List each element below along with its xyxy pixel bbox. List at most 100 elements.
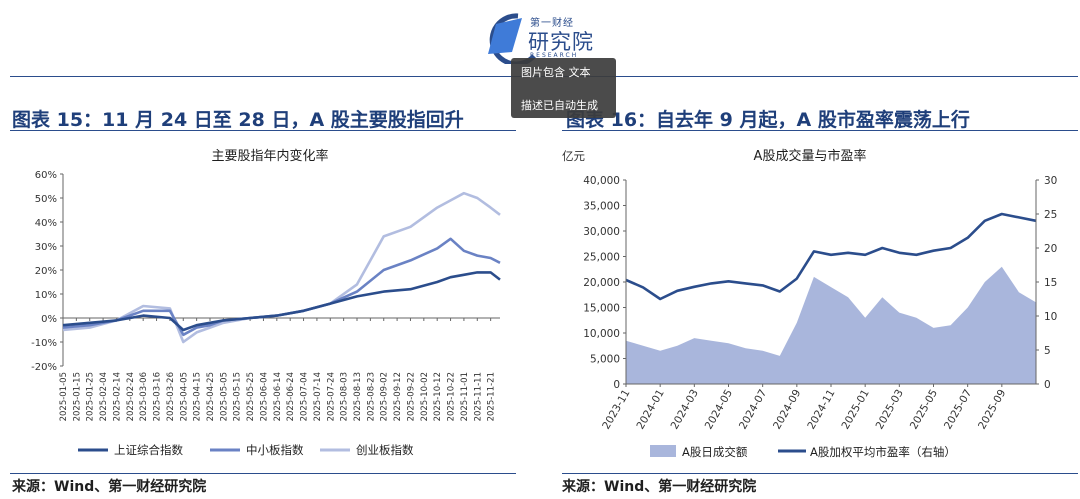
chart1-x-tick-label: 2025-09-22 xyxy=(406,372,416,421)
chart1-x-tick-label: 2025-05-05 xyxy=(219,372,229,421)
chart1-x-tick-label: 2025-05-15 xyxy=(233,372,243,421)
chart1-y-tick-label: 0% xyxy=(41,314,57,325)
chart1-x-tick-label: 2025-10-02 xyxy=(420,372,430,421)
chart1-x-tick-label: 2025-07-24 xyxy=(326,372,336,421)
chart2-x-tick-label: 2024-03 xyxy=(669,388,701,432)
chart1-x-tick-label: 2025-08-23 xyxy=(366,372,376,421)
chart1-x-tick-label: 2025-04-05 xyxy=(179,372,189,421)
chart1-x-tick-label: 2025-01-05 xyxy=(59,372,69,421)
chart1-title: 主要股指年内变化率 xyxy=(211,148,328,164)
chart-index-change: 主要股指年内变化率 -20% -10% 0% 10% 20% 30% 40% 50% 60% 202… xyxy=(31,148,501,457)
chart1-x-tick-label: 2025-10-22 xyxy=(447,372,457,421)
chart1-x-tick-label: 2025-03-06 xyxy=(139,372,149,421)
chart1-x-tick-label: 2025-11-21 xyxy=(487,372,497,421)
chart1-x-tick-label: 2025-06-14 xyxy=(273,372,283,421)
chart2-x-tick-label: 2024-11 xyxy=(805,388,837,432)
chart2-y-tick-label: 25,000 xyxy=(583,252,620,264)
chart2-y-tick-label: 40,000 xyxy=(583,175,620,187)
chart1-y-tick-label: -10% xyxy=(31,338,57,349)
chart2-y-tick-label: 30,000 xyxy=(583,226,620,238)
chart2-y2-tick-label: 5 xyxy=(1044,345,1051,357)
chart2-y-tick-label: 0 xyxy=(613,379,620,391)
chart2-x-tick-label: 2024-05 xyxy=(703,388,735,432)
chart1-x-tick-label: 2025-11-11 xyxy=(473,372,483,421)
chart2-y2-tick-label: 20 xyxy=(1044,243,1057,255)
chart1-series-line xyxy=(62,237,501,337)
chart2-title: A股成交量与市盈率 xyxy=(754,148,867,164)
chart2-x-tick-label: 2025-01 xyxy=(839,388,871,432)
figure-15-source: 来源：Wind、第一财经研究院 xyxy=(12,479,207,495)
chart1-series-line xyxy=(62,191,501,344)
chart1-x-tick-label: 2025-09-12 xyxy=(393,372,403,421)
chart1-x-tick-label: 2025-06-04 xyxy=(259,372,269,421)
chart2-y-tick-label: 20,000 xyxy=(583,277,620,289)
chart1-x-tick-label: 2025-11-01 xyxy=(460,372,470,421)
chart1-series-line xyxy=(62,271,501,332)
chart2-y-tick-label: 5,000 xyxy=(590,354,620,366)
alt-text-tooltip[interactable]: 图片包含 文本 描述已自动生成 xyxy=(511,58,616,118)
chart2-legend-swatch-area xyxy=(650,445,676,457)
chart1-y-tick-label: 60% xyxy=(35,170,57,181)
source-divider-left xyxy=(10,473,516,474)
chart2-x-tick-label: 2024-09 xyxy=(771,388,803,432)
chart1-x-tick-label: 2025-06-24 xyxy=(286,372,296,421)
tooltip-line2: 描述已自动生成 xyxy=(521,99,598,112)
chart1-x-tick-label: 2025-05-25 xyxy=(246,372,256,421)
figure-15-title: 图表 15：11 月 24 日至 28 日，A 股主要股指回升 xyxy=(12,109,464,131)
chart1-x-tick-label: 2025-04-25 xyxy=(206,372,216,421)
chart1-x-tick-label: 2025-02-04 xyxy=(99,372,109,421)
logo-name: 研究院 xyxy=(528,30,594,54)
chart2-pe-line xyxy=(625,212,1037,301)
tooltip-line1: 图片包含 文本 xyxy=(521,66,591,79)
chart2-x-tick-label: 2025-07 xyxy=(942,388,974,432)
chart1-x-tick-label: 2025-03-16 xyxy=(153,372,163,421)
chart1-x-tick-label: 2025-07-04 xyxy=(300,372,310,421)
chart2-x-tick-label: 2024-07 xyxy=(737,388,769,432)
chart1-y-tick-label: 10% xyxy=(35,290,57,301)
figure-16-title: 图表 16：自去年 9 月起，A 股市盈率震荡上行 xyxy=(566,109,970,131)
chart1-x-tick-label: 2025-03-26 xyxy=(166,372,176,421)
logo-sub: RESEARCH xyxy=(530,52,579,59)
chart2-y2-tick-label: 0 xyxy=(1044,379,1051,391)
chart2-turnover-area xyxy=(626,266,1036,384)
logo-brand: 第一财经 xyxy=(530,18,574,29)
chart1-legend-label: 上证综合指数 xyxy=(114,443,183,457)
chart2-y-tick-label: 35,000 xyxy=(583,201,620,213)
chart1-x-tick-label: 2025-01-15 xyxy=(72,372,82,421)
source-divider-right xyxy=(562,473,1078,474)
chart1-x-tick-label: 2025-08-13 xyxy=(353,372,363,421)
chart1-y-tick-label: 40% xyxy=(35,218,57,229)
figure-16-divider xyxy=(562,130,1078,131)
chart2-y2-tick-label: 25 xyxy=(1044,209,1057,221)
figure-15-divider xyxy=(10,130,516,131)
chart2-y-tick-label: 15,000 xyxy=(583,303,620,315)
chart2-y2-tick-label: 15 xyxy=(1044,277,1057,289)
chart1-x-tick-label: 2025-07-14 xyxy=(313,372,323,421)
chart2-x-tick-label: 2025-09 xyxy=(976,388,1008,432)
chart1-y-tick-label: 20% xyxy=(35,266,57,277)
chart2-y2-tick-label: 30 xyxy=(1044,175,1057,187)
chart2-x-tick-label: 2025-05 xyxy=(908,388,940,432)
chart2-legend-label: A股加权平均市盈率（右轴） xyxy=(810,445,956,459)
chart1-legend-label: 中小板指数 xyxy=(246,443,304,457)
chart1-y-tick-label: 50% xyxy=(35,194,57,205)
chart2-x-tick-label: 2025-03 xyxy=(874,388,906,432)
chart1-x-tick-label: 2025-04-15 xyxy=(193,372,203,421)
chart2-x-tick-label: 2023-11 xyxy=(600,388,632,432)
chart2-x-tick-label: 2024-01 xyxy=(634,388,666,432)
chart1-x-tick-label: 2025-02-24 xyxy=(126,372,136,421)
chart1-x-tick-label: 2025-09-02 xyxy=(380,372,390,421)
chart2-legend-label: A股日成交额 xyxy=(682,445,748,459)
chart2-y-axis-label: 亿元 xyxy=(562,149,585,163)
chart2-y2-tick-label: 10 xyxy=(1044,311,1057,323)
chart1-x-tick-label: 2025-08-03 xyxy=(340,372,350,421)
chart1-y-tick-label: 30% xyxy=(35,242,57,253)
chart1-y-tick-label: -20% xyxy=(31,362,57,373)
chart1-x-tick-label: 2025-01-25 xyxy=(86,372,96,421)
chart1-legend-label: 创业板指数 xyxy=(356,443,414,457)
chart-turnover-pe: A股成交量与市盈率 亿元 0 5,000 10,000 15,000 20,000 25,00… xyxy=(562,148,1057,459)
chart2-y-tick-label: 10,000 xyxy=(583,328,620,340)
figure-16-source: 来源：Wind、第一财经研究院 xyxy=(562,479,757,495)
chart1-x-tick-label: 2025-10-12 xyxy=(433,372,443,421)
chart1-x-tick-label: 2025-02-14 xyxy=(112,372,122,421)
